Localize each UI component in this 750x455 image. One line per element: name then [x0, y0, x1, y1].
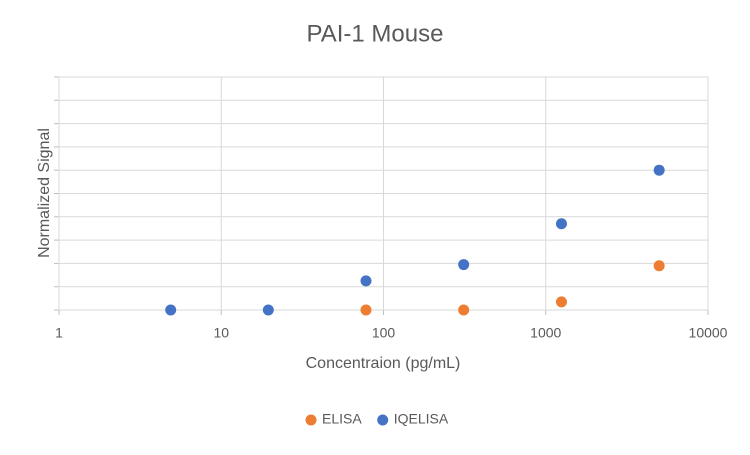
point	[458, 304, 470, 316]
point	[653, 260, 665, 272]
legend-label: IQELISA	[394, 411, 449, 427]
point	[360, 304, 372, 316]
legend-marker	[305, 414, 317, 426]
point	[360, 275, 372, 287]
legend-label: ELISA	[322, 411, 362, 427]
x-tick-label: 10	[213, 325, 229, 341]
point	[555, 218, 567, 230]
x-tick-label: 1	[55, 325, 63, 341]
point	[458, 259, 470, 271]
x-tick-label: 1000	[530, 325, 561, 341]
x-axis-label: Concentraion (pg/mL)	[306, 355, 461, 372]
point	[165, 304, 177, 316]
y-axis-label: Normalized Signal	[36, 128, 53, 258]
plot-border	[58, 76, 709, 311]
point	[555, 296, 567, 308]
chart-title: PAI-1 Mouse	[307, 20, 444, 47]
x-tick-label: 10000	[689, 325, 728, 341]
point	[653, 164, 665, 176]
point	[262, 304, 274, 316]
legend-marker	[377, 414, 389, 426]
x-tick-label: 100	[372, 325, 396, 341]
